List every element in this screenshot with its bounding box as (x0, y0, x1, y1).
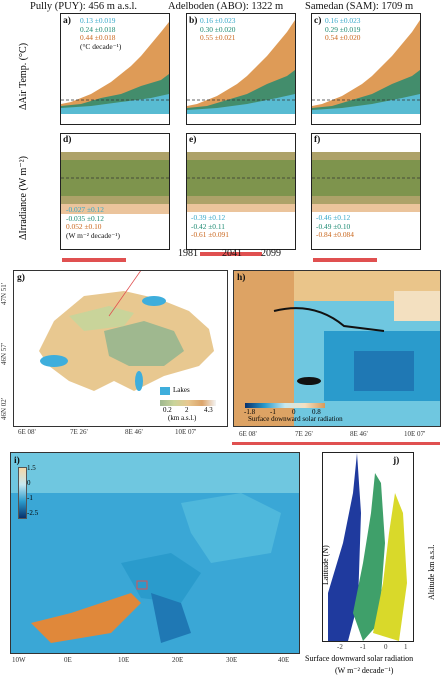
map-g-lat-3: 46N 02' (0, 397, 8, 420)
map-i-lon-6: 40E (278, 656, 290, 664)
panel-d-irr (60, 133, 170, 250)
map-g-lon-3: 8E 46' (125, 428, 143, 436)
panel-f-irr (311, 133, 421, 250)
lakes-legend-label: Lakes (173, 386, 190, 394)
scatter-j-points (328, 453, 407, 641)
panel-label-e: e) (189, 135, 197, 145)
panel-c-series (312, 20, 420, 114)
panel-label-g: g) (17, 273, 25, 283)
time-mid: 2041 (222, 248, 242, 259)
map-i-colorbar (18, 467, 27, 519)
panel-e-series (187, 152, 295, 212)
map-i-cb-tick-1: 1.5 (27, 464, 36, 472)
scatter-j-xtick-1: -2 (337, 643, 343, 651)
trend-d: -0.027 ±0.12 -0.035 ±0.12 0.052 ±0.10 (W… (66, 205, 120, 240)
map-h-lon-4: 10E 07' (404, 430, 426, 438)
time-bar-right (313, 258, 377, 262)
elev-tick-3: 4.3 (204, 406, 213, 414)
panel-label-i: i) (14, 456, 20, 466)
map-h-lon-1: 6E 08' (239, 430, 257, 438)
map-i-shape (11, 453, 299, 653)
map-h-red-bar (232, 442, 440, 445)
map-g-lon-1: 6E 08' (18, 428, 36, 436)
station-title-pully: Pully (PUY): 456 m a.s.l. (30, 1, 138, 12)
scatter-j (322, 452, 414, 642)
scatter-j-xtick-2: -1 (360, 643, 366, 651)
map-i-lon-4: 20E (172, 656, 184, 664)
map-h-cb-tick-2: -1 (270, 408, 276, 416)
trend-b: 0.16 ±0.023 0.30 ±0.020 0.55 ±0.021 (200, 16, 236, 43)
map-i-lon-1: 10W (12, 656, 26, 664)
scatter-j-ylabel: Latitude (N) (321, 545, 330, 585)
panel-label-a: a) (63, 16, 71, 26)
lakes-legend-swatch (160, 387, 170, 395)
time-bar-left (62, 258, 126, 262)
map-i-cb-tick-4: -2.5 (27, 509, 39, 517)
panel-label-j: j) (393, 456, 400, 466)
map-h-lon-3: 8E 46' (350, 430, 368, 438)
map-g-lat-1: 47N 51' (0, 282, 8, 305)
map-i-cb-tick-3: -1 (27, 494, 33, 502)
map-h-cb-tick-1: -1.8 (244, 408, 256, 416)
time-bar-mid (200, 252, 262, 256)
scatter-j-xtick-3: 0 (384, 643, 388, 651)
trend-e: -0.39 ±0.12 -0.42 ±0.11 -0.61 ±0.091 (191, 213, 229, 240)
map-g-shape (39, 271, 214, 391)
map-h-cb-tick-3: 0 (292, 408, 296, 416)
map-h-grid (234, 271, 440, 426)
panel-e-irr (186, 133, 296, 250)
elev-colorbar (160, 400, 216, 406)
panel-a-series (61, 22, 169, 114)
time-end: 2099 (261, 248, 281, 259)
map-h-lon-2: 7E 26' (295, 430, 313, 438)
scatter-j-xunit: (W m⁻² decade⁻¹) (335, 666, 394, 675)
map-h-cb-tick-4: 0.8 (312, 408, 321, 416)
map-i-lon-3: 10E (118, 656, 130, 664)
panel-label-f: f) (314, 135, 321, 145)
map-h-colorbar (245, 403, 325, 408)
panel-label-c: c) (314, 16, 322, 26)
scatter-j-xlabel: Surface downward solar radiation (305, 654, 414, 663)
panel-b-temp (186, 13, 296, 125)
y-label-irradiance: ΔIrradiance (W m⁻²) (18, 156, 29, 240)
panel-label-b: b) (189, 16, 198, 26)
map-g-lon-4: 10E 07' (175, 428, 197, 436)
map-g-lat-2: 46N 57' (0, 342, 8, 365)
map-h-cb-title: Surface downward solar radiation (248, 415, 343, 423)
trend-a: 0.13 ±0.019 0.24 ±0.018 0.44 ±0.018 (°C … (80, 16, 122, 51)
panel-label-h: h) (237, 273, 246, 283)
elev-tick-2: 2 (185, 406, 189, 414)
panel-b-series (187, 20, 295, 114)
station-title-adelboden: Adelboden (ABO): 1322 m (168, 1, 284, 12)
panel-label-d: d) (63, 135, 72, 145)
time-start: 1981 (178, 248, 198, 259)
scatter-j-y2label: Altitude km a.s.l. (427, 544, 436, 600)
panel-a-temp (60, 13, 170, 125)
panel-c-temp (311, 13, 421, 125)
elev-unit: (km a.s.l.) (168, 414, 197, 422)
station-title-samedan: Samedan (SAM): 1709 m (305, 1, 414, 12)
panel-f-series (312, 152, 420, 212)
map-i-lon-2: 0E (64, 656, 72, 664)
map-i-europe (10, 452, 300, 654)
trend-f: -0.46 ±0.12 -0.49 ±0.10 -0.84 ±0.084 (316, 213, 354, 240)
elev-tick-1: 0.2 (163, 406, 172, 414)
map-g-lon-2: 7E 26' (70, 428, 88, 436)
map-h-radiation (233, 270, 441, 427)
map-i-cb-tick-2: 0 (27, 479, 31, 487)
panel-d-series (61, 152, 169, 214)
map-i-lon-5: 30E (226, 656, 238, 664)
y-label-air-temp: ΔAir Temp. (°C) (18, 42, 29, 110)
trend-c: 0.16 ±0.023 0.29 ±0.019 0.54 ±0.020 (325, 16, 361, 43)
scatter-j-xtick-4: 1 (404, 643, 408, 651)
